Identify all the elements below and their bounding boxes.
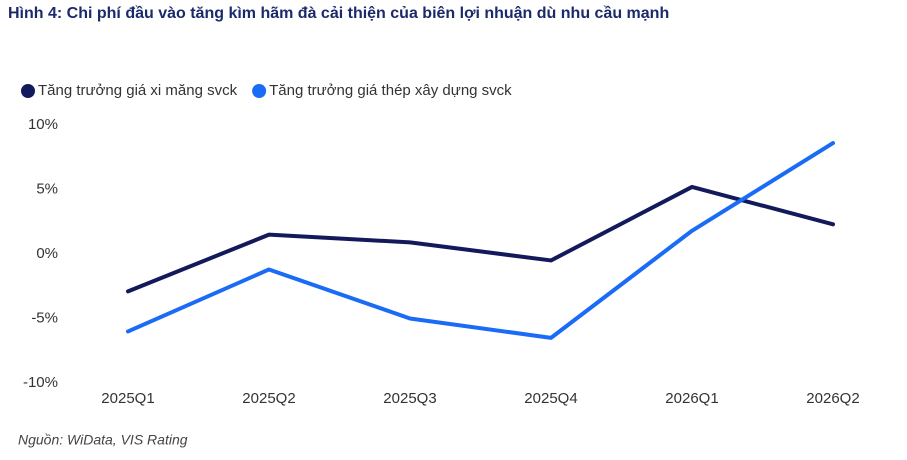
series-line [126, 141, 835, 340]
x-tick-label: 2025Q3 [383, 390, 436, 407]
series-line [126, 184, 835, 294]
chart-title: Hình 4: Chi phí đầu vào tăng kìm hãm đà … [8, 5, 669, 22]
x-tick-label: 2025Q2 [242, 390, 295, 407]
legend-marker [21, 84, 35, 98]
legend-label: Tăng trưởng giá thép xây dựng svck [269, 82, 512, 99]
y-tick-label: -10% [23, 374, 58, 391]
legend-marker [252, 84, 267, 98]
source-note: Nguồn: WiData, VIS Rating [18, 432, 188, 448]
x-tick-label: 2026Q2 [806, 390, 859, 407]
y-tick-label: -5% [31, 309, 58, 326]
x-tick-label: 2026Q1 [665, 390, 718, 407]
x-tick-label: 2025Q4 [524, 390, 577, 407]
y-tick-label: 0% [36, 245, 58, 262]
y-tick-label: 5% [36, 180, 58, 197]
legend-label: Tăng trưởng giá xi măng svck [38, 82, 238, 99]
y-tick-label: 10% [28, 116, 58, 133]
x-tick-label: 2025Q1 [101, 390, 154, 407]
